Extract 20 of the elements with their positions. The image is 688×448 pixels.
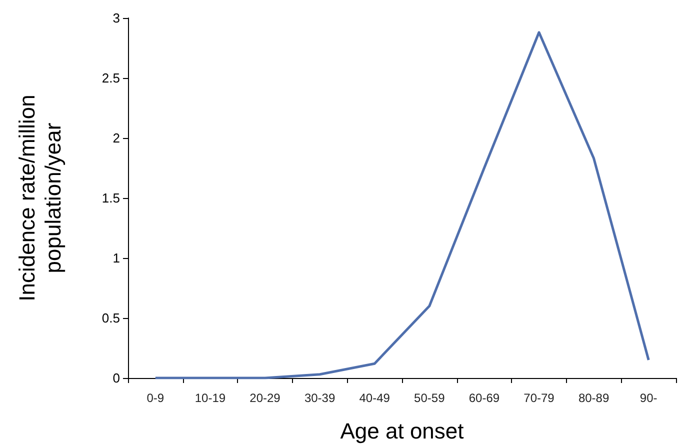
y-tick-label: 0.5 [102,310,120,326]
x-tick-label: 50-59 [414,391,446,405]
y-tick-label: 3 [112,10,120,26]
line-series [154,31,650,380]
y-tick-label: 1 [112,250,120,266]
y-tick-label: 0 [112,370,120,386]
y-tick-label: 1.5 [102,190,120,206]
y-tick-label: 2.5 [102,70,120,86]
x-tick-label: 70-79 [524,391,555,405]
x-tick-label: 20-29 [250,391,281,405]
x-tick-label: 60-69 [468,391,500,405]
x-tick-label: 0-9 [146,391,164,405]
x-tick-label: 30-39 [304,391,336,405]
x-tick-label: 10-19 [194,391,226,405]
y-tick-label: 2 [112,130,120,146]
y-axis-title: Incidence rate/million population/year [14,94,66,302]
x-tick-label: 80-89 [578,391,610,405]
x-axis-title: Age at onset [340,418,464,444]
x-tick-label: 90- [640,391,658,405]
x-tick-label: 40-49 [359,391,390,405]
